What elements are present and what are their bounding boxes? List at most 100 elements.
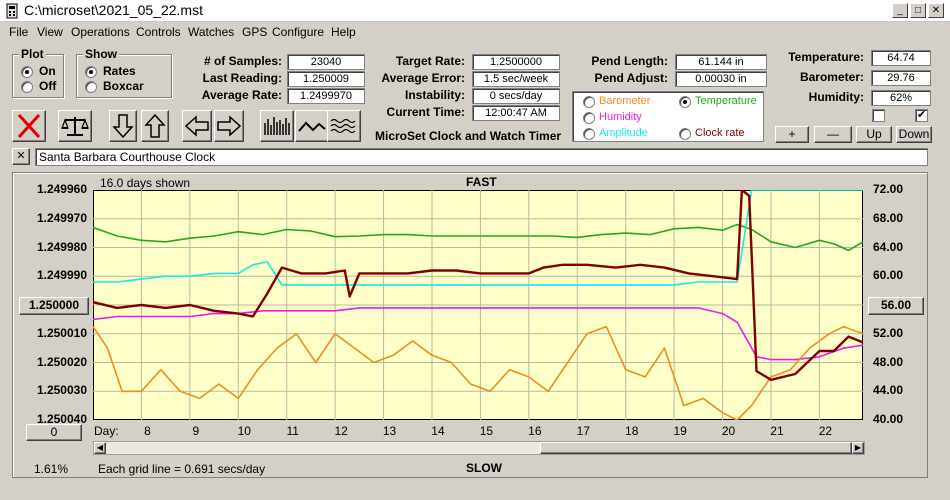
scroll-left-arrow[interactable]: ◀ — [94, 442, 106, 454]
menu-operations[interactable]: Operations — [71, 25, 130, 39]
day-tick-label: 15 — [479, 424, 494, 438]
average-error-label: Average Error: — [381, 71, 465, 85]
menu-help[interactable]: Help — [331, 25, 356, 39]
day-tick-label: 12 — [334, 424, 348, 438]
day-tick-label: 8 — [144, 424, 151, 438]
menu-bar: File View Operations Controls Watches GP… — [0, 22, 950, 42]
day-tick-label: 20 — [721, 424, 736, 438]
smooth-view-button[interactable] — [327, 110, 361, 142]
legend-box: Barometer Temperature Humidity Amplitude… — [572, 91, 764, 142]
calibrate-button[interactable] — [58, 110, 92, 142]
bar-view-button[interactable] — [260, 110, 294, 142]
center-temp-button[interactable]: 56.00 — [868, 297, 924, 315]
maximize-button[interactable]: □ — [910, 3, 926, 18]
pend-adjust-value: 0.00030 in — [675, 71, 767, 87]
menu-controls[interactable]: Controls — [136, 25, 181, 39]
day-tick-label: 19 — [673, 424, 687, 438]
barometer-value: 29.76 — [871, 70, 931, 86]
average-rate-label: Average Rate: — [201, 88, 282, 102]
close-window-button[interactable]: ✕ — [928, 3, 944, 18]
scroll-down-button[interactable] — [109, 110, 137, 142]
instability-label: Instability: — [404, 88, 465, 102]
days-shown: 16.0 days shown — [100, 176, 191, 190]
menu-view[interactable]: View — [37, 25, 63, 39]
close-icon: ✕ — [16, 150, 26, 162]
checkbox-1[interactable] — [872, 109, 885, 122]
day-tick-label: 17 — [576, 424, 590, 438]
close-x-icon — [17, 113, 41, 139]
menu-watches[interactable]: Watches — [188, 25, 235, 39]
right-tick-label: 40.00 — [873, 412, 904, 426]
day-tick-label: 13 — [382, 424, 397, 438]
day-tick-label: 11 — [286, 424, 299, 438]
left-tick-label: 1.250040 — [36, 412, 87, 426]
menu-configure[interactable]: Configure — [272, 25, 325, 39]
bar-chart-icon — [264, 117, 290, 135]
clock-name-field[interactable]: Santa Barbara Courthouse Clock — [35, 148, 928, 166]
scroll-right-arrow[interactable]: ▶ — [852, 442, 864, 454]
samples-value: 23040 — [287, 54, 365, 70]
right-tick-label: 52.00 — [873, 325, 904, 340]
line-view-button[interactable] — [295, 110, 329, 142]
legend-clock-rate: Clock rate — [695, 127, 745, 139]
zoom-percent: 1.61% — [34, 462, 69, 476]
clear-clock-button[interactable]: ✕ — [12, 148, 30, 165]
plot-on-radio[interactable] — [21, 66, 33, 78]
average-rate-value: 1.2499970 — [287, 88, 365, 104]
show-rates-radio[interactable] — [85, 66, 97, 78]
center-value-button[interactable]: 1.250000 — [19, 297, 89, 315]
offset-button[interactable]: 0 — [26, 424, 82, 441]
stop-button[interactable] — [12, 110, 46, 142]
scroll-left-button[interactable] — [182, 110, 212, 142]
up-button[interactable]: Up — [856, 126, 892, 143]
plot-off-radio[interactable] — [21, 81, 33, 93]
arrow-left-icon — [184, 115, 209, 137]
humidity-value: 62% — [871, 90, 931, 106]
menu-gps[interactable]: GPS — [242, 25, 268, 39]
left-tick-label: 1.250010 — [36, 325, 87, 340]
down-button[interactable]: Down — [896, 126, 932, 143]
legend-clock-rate-radio[interactable] — [679, 128, 691, 140]
average-error-value: 1.5 sec/week — [472, 71, 560, 87]
minus-button[interactable]: — — [814, 126, 852, 143]
day-tick-label: 9 — [192, 424, 200, 438]
scrollbar-thumb[interactable] — [540, 442, 852, 454]
show-boxcar-radio[interactable] — [85, 81, 97, 93]
legend-temperature-radio[interactable] — [679, 96, 691, 108]
samples-label: # of Samples: — [203, 54, 282, 68]
day-tick-label: 10 — [237, 424, 251, 438]
horizontal-scrollbar[interactable]: ◀ ▶ — [93, 441, 865, 455]
barometer-label: Barometer: — [799, 70, 864, 84]
show-boxcar-label: Boxcar — [103, 79, 144, 93]
instability-value: 0 secs/day — [472, 88, 560, 104]
legend-amplitude-radio[interactable] — [583, 128, 595, 140]
current-time-label: Current Time: — [386, 105, 465, 119]
show-rates-label: Rates — [103, 64, 136, 78]
left-tick-label: 1.249960 — [36, 182, 87, 196]
plot-group: Plot On Off — [12, 47, 64, 98]
menu-file[interactable]: File — [9, 25, 29, 39]
scroll-right-button[interactable] — [214, 110, 244, 142]
title-bar: C:\microset\2021_05_22.mst _ □ ✕ — [0, 0, 950, 22]
wavy-lines-icon — [330, 118, 356, 134]
legend-barometer-radio[interactable] — [583, 96, 595, 108]
minimize-button[interactable]: _ — [892, 3, 908, 18]
fast-label: FAST — [466, 175, 497, 189]
left-tick-label: 1.249980 — [36, 239, 87, 254]
day-tick-label: 22 — [818, 424, 833, 438]
right-tick-label: 68.00 — [873, 210, 904, 225]
legend-humidity: Humidity — [599, 111, 642, 123]
legend-humidity-radio[interactable] — [583, 112, 595, 124]
right-tick-label: 48.00 — [873, 354, 904, 369]
slow-label: SLOW — [466, 461, 502, 475]
minimize-icon: _ — [897, 5, 903, 16]
checkbox-2[interactable]: ✔ — [915, 109, 928, 122]
show-group-title: Show — [83, 47, 119, 61]
day-axis-label: Day: — [94, 424, 119, 438]
scroll-up-button[interactable] — [141, 110, 169, 142]
triangle-left-icon: ◀ — [96, 443, 104, 452]
triangle-right-icon: ▶ — [854, 443, 862, 452]
plus-button[interactable]: + — [775, 126, 809, 143]
arrow-up-icon — [144, 113, 166, 138]
temperature-label: Temperature: — [788, 50, 864, 64]
